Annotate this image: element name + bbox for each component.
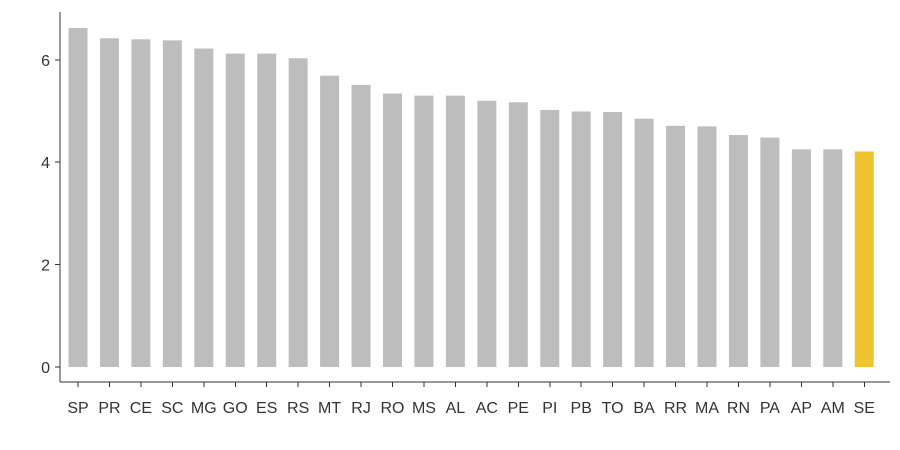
x-tick-label-pa: PA <box>760 400 780 417</box>
x-tick-label-sp: SP <box>67 400 88 417</box>
y-axis: 0 2 4 6 <box>41 12 61 382</box>
x-tick-label-es: ES <box>256 400 277 417</box>
x-tick-label-ac: AC <box>476 400 498 417</box>
bar-ba <box>634 118 654 368</box>
bar-ma <box>697 126 717 367</box>
x-tick-label-am: AM <box>821 400 845 417</box>
bar-pb <box>571 111 591 367</box>
bars <box>68 28 874 368</box>
bar-sc <box>162 40 182 368</box>
x-tick-label-to: TO <box>602 400 624 417</box>
x-tick-label-ms: MS <box>412 400 436 417</box>
x-tick-label-mt: MT <box>318 400 341 417</box>
bar-pe <box>508 102 528 368</box>
bar-se <box>854 151 874 367</box>
bar-pr <box>99 38 119 368</box>
x-tick-label-ce: CE <box>130 400 152 417</box>
bar-al <box>445 95 465 367</box>
bar-am <box>823 149 843 367</box>
x-tick-label-sc: SC <box>161 400 183 417</box>
bar-ce <box>131 39 151 367</box>
x-tick-label-rj: RJ <box>351 400 371 417</box>
bar-to <box>603 112 623 368</box>
x-tick-label-ba: BA <box>633 400 655 417</box>
y-tick-label: 2 <box>41 258 50 275</box>
bar-mg <box>194 48 214 367</box>
x-tick-label-al: AL <box>446 400 466 417</box>
bar-rs <box>288 58 308 367</box>
x-tick-label-ma: MA <box>695 400 719 417</box>
bar-rn <box>728 135 748 367</box>
x-tick-label-ro: RO <box>381 400 405 417</box>
x-tick-label-se: SE <box>854 400 875 417</box>
bar-ms <box>414 95 434 367</box>
x-tick-label-rs: RS <box>287 400 309 417</box>
bar-mt <box>320 75 340 368</box>
x-tick-label-rr: RR <box>664 400 687 417</box>
bar-ap <box>791 149 811 367</box>
x-tick-label-pb: PB <box>571 400 592 417</box>
x-tick-label-ap: AP <box>791 400 812 417</box>
x-tick-label-pi: PI <box>542 400 557 417</box>
bar-go <box>225 53 245 367</box>
bar-sp <box>68 28 88 368</box>
y-tick-label: 0 <box>41 360 50 377</box>
x-axis: SP PR CE SC MG GO ES RS MT RJ RO MS AL AC PE PI PB TO BA RR… <box>60 381 890 417</box>
bar-pi <box>540 109 560 367</box>
bar-ro <box>383 93 402 367</box>
bar-es <box>257 53 277 367</box>
y-tick-label: 4 <box>41 155 50 172</box>
bar-rr <box>666 125 686 367</box>
bar-ac <box>477 100 497 367</box>
bar-pa <box>760 137 780 367</box>
x-tick-label-pe: PE <box>508 400 529 417</box>
x-tick-label-go: GO <box>223 400 248 417</box>
bar-rj <box>351 84 371 367</box>
x-tick-label-mg: MG <box>191 400 217 417</box>
y-tick-label: 6 <box>41 53 50 70</box>
x-tick-label-rn: RN <box>727 400 750 417</box>
x-tick-label-pr: PR <box>98 400 120 417</box>
